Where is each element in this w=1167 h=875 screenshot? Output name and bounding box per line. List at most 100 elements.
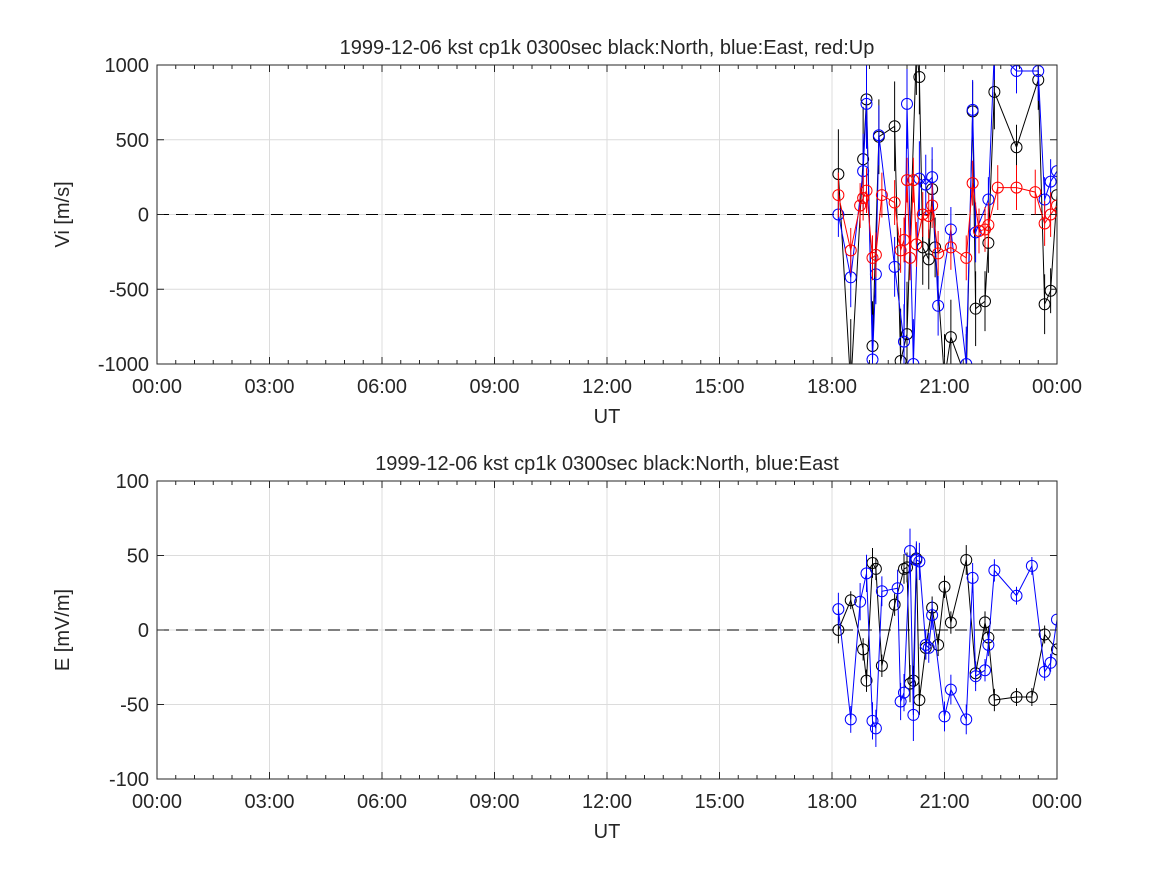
velocity-series-up-point xyxy=(1010,181,1023,194)
velocity-series-north-point xyxy=(1038,298,1051,311)
electric-field-series-north-point xyxy=(988,694,1001,707)
velocity-series-east-point xyxy=(860,97,873,110)
velocity-y-tick-label: -500 xyxy=(109,279,149,301)
velocity-series-up-point xyxy=(857,192,870,205)
electric-field-data-area xyxy=(832,528,1057,747)
velocity-series-north-point xyxy=(911,45,922,56)
velocity-series-up-point xyxy=(932,247,945,260)
velocity-series-up-point xyxy=(960,251,973,264)
electric-field-y-tick-label: 0 xyxy=(138,620,149,642)
velocity-series-up-point xyxy=(869,248,882,261)
velocity-series-east-point xyxy=(866,353,879,364)
electric-field-x-tick-label: 18:00 xyxy=(807,791,857,813)
electric-field-series-north-point xyxy=(1010,691,1023,704)
electric-field-series-east-point xyxy=(866,714,879,727)
velocity-series-north-point xyxy=(888,120,901,133)
velocity-series-north-point xyxy=(1044,284,1057,297)
electric-field-series-east-point xyxy=(919,638,932,651)
velocity-series-east-point xyxy=(872,129,885,142)
velocity-series-up-point xyxy=(875,189,888,202)
velocity-series-east-point xyxy=(1051,165,1057,178)
velocity-series-up-point xyxy=(910,238,923,251)
electric-field-series-north-point xyxy=(907,674,920,687)
velocity-y-tick-label: 1000 xyxy=(105,55,150,77)
electric-field-series-north xyxy=(832,543,1057,715)
velocity-series-up-point xyxy=(894,244,907,257)
velocity-series-north-point xyxy=(1010,141,1023,154)
velocity-series-north-point xyxy=(979,295,991,308)
velocity-series-east-point xyxy=(989,45,1000,56)
velocity-series-east-point xyxy=(898,335,910,348)
velocity-series-up-point xyxy=(922,209,935,222)
velocity-series-up-point xyxy=(901,174,913,187)
velocity-series-up-point xyxy=(973,224,985,237)
electric-field-series-east-point xyxy=(966,571,979,584)
electric-field-series-north-point xyxy=(860,674,873,687)
electric-field-series-north-point xyxy=(857,643,870,656)
velocity-series-north-point xyxy=(988,85,1001,98)
electric-field-x-tick-label: 15:00 xyxy=(694,791,744,813)
electric-field-series-north-point xyxy=(960,553,973,566)
electric-field-x-tick-label: 12:00 xyxy=(582,791,632,813)
electric-field-y-tick-label: -50 xyxy=(120,695,149,717)
velocity-series-east-point xyxy=(919,178,932,191)
electric-field-panel-ylabel: E [mV/m] xyxy=(52,589,74,671)
electric-field-series-east-point xyxy=(894,695,907,708)
velocity-series-up-point xyxy=(966,177,979,190)
velocity-series-up-point xyxy=(854,199,867,212)
velocity-series-north-point xyxy=(913,70,926,83)
electric-field-series-east-point xyxy=(907,708,920,721)
electric-field-series-east-point xyxy=(960,713,973,726)
electric-field-series-north-point xyxy=(932,638,945,651)
electric-field-series-east-point xyxy=(922,641,935,654)
velocity-series-up xyxy=(832,157,1057,281)
electric-field-series-east-point xyxy=(979,664,991,677)
electric-field-x-tick-label: 09:00 xyxy=(469,791,519,813)
electric-field-series-east-point xyxy=(938,710,951,723)
velocity-series-up-point xyxy=(904,251,916,264)
electric-field-series-north-point xyxy=(901,561,913,574)
electric-field-x-tick-label: 00:00 xyxy=(1032,791,1082,813)
velocity-x-tick-label: 06:00 xyxy=(357,376,407,398)
electric-field-series-east-point xyxy=(904,545,916,558)
electric-field-y-tick-label: 100 xyxy=(116,471,149,493)
electric-field-x-tick-label: 00:00 xyxy=(132,791,182,813)
electric-field-series-east-point xyxy=(1025,559,1038,572)
electric-field-series-east-point xyxy=(854,595,867,608)
velocity-x-tick-label: 00:00 xyxy=(1032,376,1082,398)
electric-field-series-north-line xyxy=(837,558,1057,701)
velocity-series-east-point xyxy=(966,103,979,116)
electric-field-y-tick-label: 50 xyxy=(127,546,149,568)
electric-field-series-east-point xyxy=(1051,613,1057,626)
electric-field-series-east-point xyxy=(844,713,857,726)
velocity-data-area xyxy=(832,45,1057,364)
velocity-y-tick-label: 500 xyxy=(116,130,149,152)
velocity-series-up-point xyxy=(866,251,879,264)
electric-field-series-east-point xyxy=(891,582,904,595)
velocity-panel-ylabel: Vi [m/s] xyxy=(52,181,74,247)
electric-field-series-north-point xyxy=(875,659,888,672)
electric-field-series-north-point xyxy=(938,580,951,593)
electric-field-series-east-point xyxy=(969,670,982,683)
electric-field-series-north-point xyxy=(844,594,857,607)
electric-field-y-tick-label: -100 xyxy=(109,769,149,791)
velocity-series-up-point xyxy=(991,181,1004,194)
velocity-series-up-point xyxy=(860,184,873,197)
velocity-series-north-point xyxy=(922,253,935,266)
velocity-series-east-point xyxy=(1044,175,1057,188)
electric-field-series-east-point xyxy=(913,555,926,568)
velocity-series-east-point xyxy=(907,358,920,364)
velocity-series-up-point xyxy=(1029,186,1042,199)
velocity-y-tick-label: 0 xyxy=(138,205,149,227)
electric-field-series-east-point xyxy=(926,609,939,622)
electric-field-series-east xyxy=(832,528,1057,747)
electric-field-panel-title: 1999-12-06 kst cp1k 0300sec black:North,… xyxy=(375,453,839,475)
velocity-series-up-line xyxy=(837,180,1057,259)
electric-field-series-east-point xyxy=(1038,665,1051,678)
velocity-series-east-point xyxy=(926,171,939,184)
velocity-series-north-point xyxy=(894,355,907,364)
velocity-series-north-point xyxy=(969,302,982,315)
electric-field-series-east-point xyxy=(1010,589,1023,602)
electric-field-series-north-point xyxy=(944,616,957,629)
velocity-series-north-point xyxy=(1051,189,1057,202)
